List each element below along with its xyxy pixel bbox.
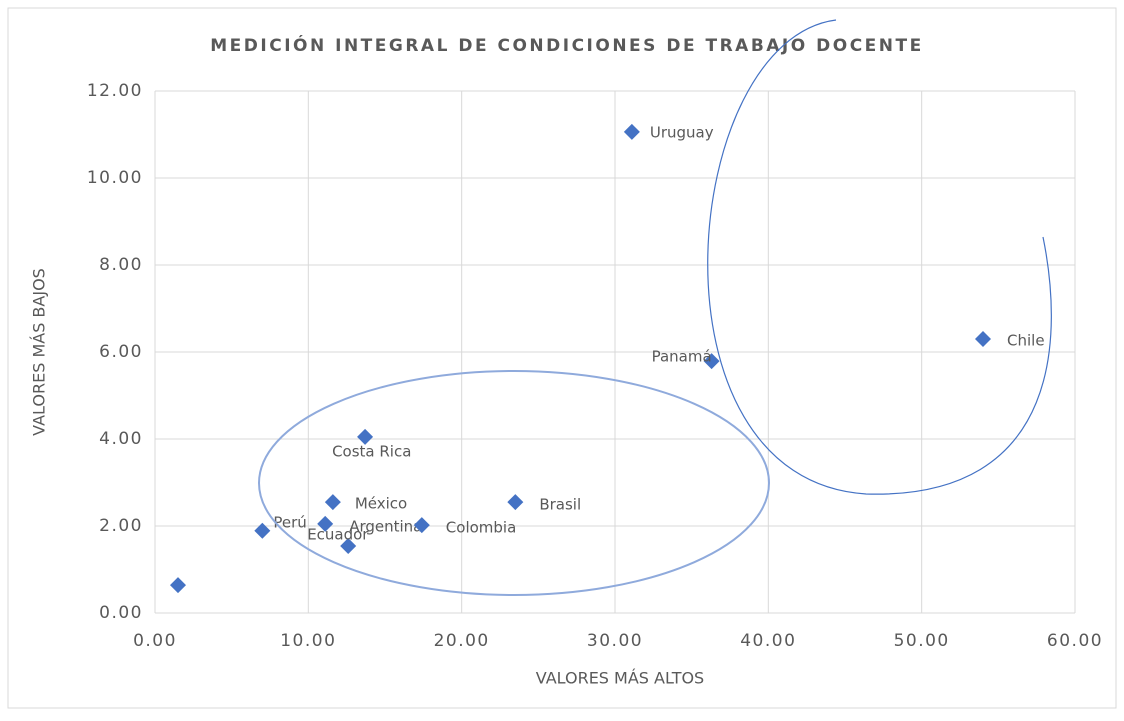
point-label: Panamá xyxy=(652,348,712,366)
chart-title: MEDICIÓN INTEGRAL DE CONDICIONES DE TRAB… xyxy=(210,34,923,56)
x-tick-label: 20.00 xyxy=(434,631,490,651)
x-tick-label: 50.00 xyxy=(894,631,950,651)
x-tick-label: 10.00 xyxy=(280,631,336,651)
point-label: Brasil xyxy=(539,496,581,514)
plot-area: 0.00 2.00 4.00 6.00 8.00 10.00 12.00 0.00 10.00 2… xyxy=(87,81,1103,651)
x-tick-label: 60.00 xyxy=(1047,631,1103,651)
point xyxy=(357,428,374,445)
x-tick-label: 30.00 xyxy=(587,631,643,651)
y-tick-label: 0.00 xyxy=(99,603,143,623)
point-label: Ecuador xyxy=(307,526,369,544)
x-axis-title: VALORES MÁS ALTOS xyxy=(536,669,704,688)
point-label: Uruguay xyxy=(650,123,714,141)
point xyxy=(623,123,640,140)
chart-border xyxy=(7,7,1117,709)
x-tick-label: 40.00 xyxy=(740,631,796,651)
y-tick-label: 10.00 xyxy=(87,168,143,188)
cluster-ellipse xyxy=(258,370,770,596)
point-label: Chile xyxy=(1007,331,1045,349)
point xyxy=(340,538,357,555)
point-label: Colombia xyxy=(446,519,517,537)
point-label: Argentina xyxy=(349,517,422,535)
point-label: Costa Rica xyxy=(332,442,411,460)
point xyxy=(254,522,271,539)
y-axis-title: VALORES MÁS BAJOS xyxy=(30,268,49,436)
y-tick-label: 12.00 xyxy=(87,81,143,101)
y-tick-label: 8.00 xyxy=(99,255,143,275)
point-label: México xyxy=(355,495,407,513)
x-tick-label: 0.00 xyxy=(133,631,177,651)
point-label: Perú xyxy=(273,513,306,531)
point xyxy=(975,330,991,347)
point xyxy=(317,515,334,532)
point xyxy=(324,494,341,511)
point xyxy=(703,353,720,370)
point xyxy=(413,517,430,534)
cluster-ellipse xyxy=(707,19,1052,495)
point xyxy=(507,494,524,511)
point xyxy=(170,577,186,594)
y-tick-label: 6.00 xyxy=(99,342,143,362)
y-tick-label: 2.00 xyxy=(99,516,143,536)
y-tick-label: 4.00 xyxy=(99,429,143,449)
